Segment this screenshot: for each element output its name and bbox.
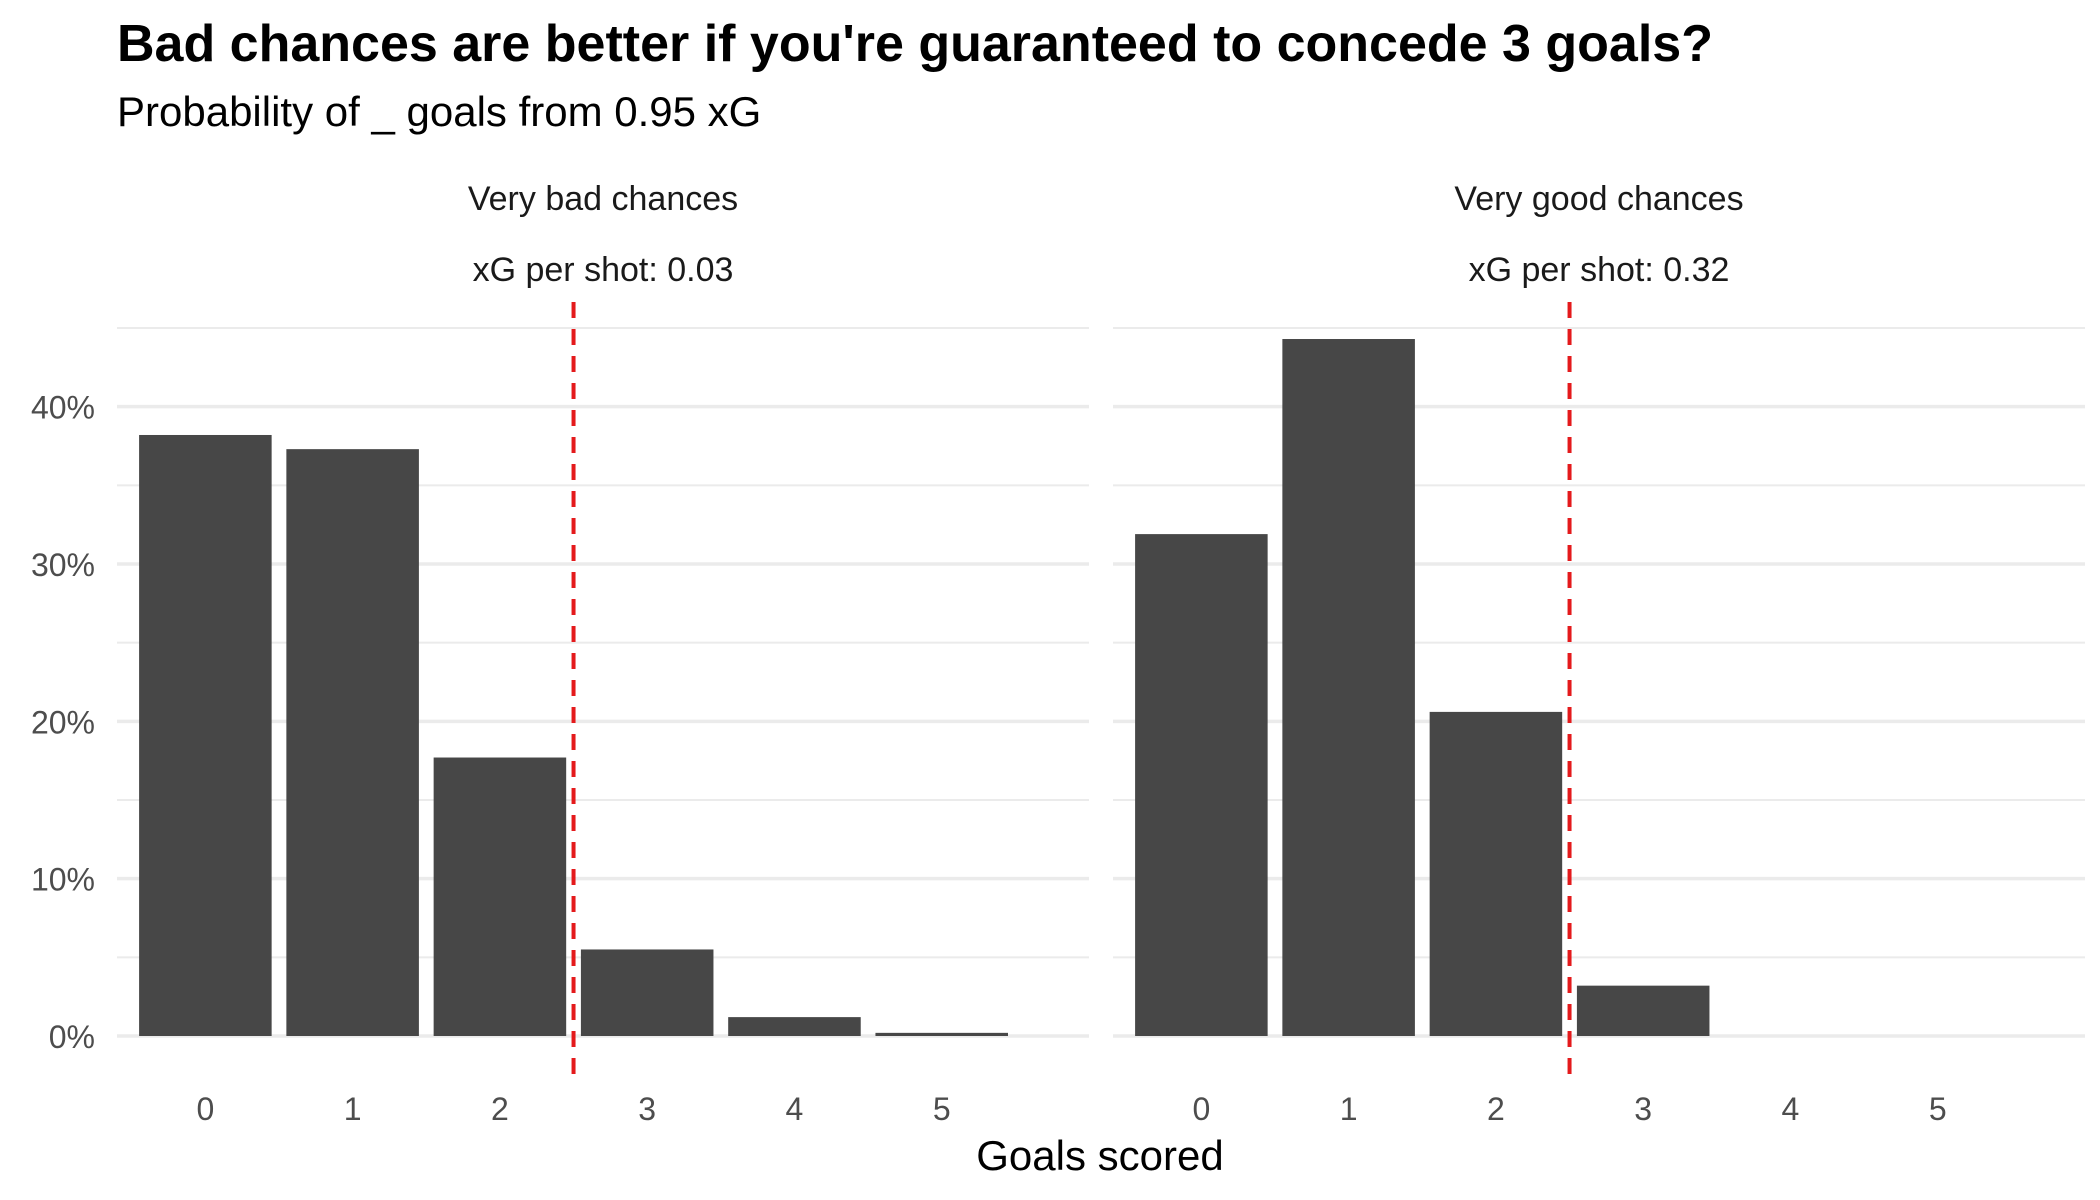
panel-strip-subtitle: xG per shot: 0.32 [1469, 251, 1730, 289]
x-tick-label: 1 [1340, 1091, 1358, 1127]
panel-strip-title: Very bad chances [468, 180, 738, 218]
y-tick-label: 0% [49, 1019, 95, 1055]
y-tick-label: 20% [31, 704, 95, 740]
x-tick-label: 1 [344, 1091, 362, 1127]
x-tick-label: 5 [1929, 1091, 1947, 1127]
x-tick-label: 3 [1634, 1091, 1652, 1127]
bar [728, 1017, 861, 1036]
bar [433, 757, 567, 1036]
x-tick-label: 4 [1782, 1091, 1800, 1127]
x-tick-label: 3 [638, 1091, 656, 1127]
bar [875, 1032, 1008, 1036]
panel-strip-title: Very good chances [1454, 180, 1743, 218]
x-tick-label: 2 [491, 1091, 509, 1127]
bar [1576, 985, 1710, 1036]
bar [1135, 534, 1268, 1036]
panel-strip-subtitle: xG per shot: 0.03 [473, 251, 734, 289]
bar [580, 949, 714, 1036]
y-tick-label: 30% [31, 547, 95, 583]
x-tick-label: 5 [933, 1091, 951, 1127]
bar [1429, 711, 1563, 1036]
y-tick-label: 40% [31, 390, 95, 426]
y-tick-label: 10% [31, 862, 95, 898]
chart-subtitle: Probability of _ goals from 0.95 xG [117, 88, 762, 135]
bar [139, 434, 272, 1036]
bar [286, 449, 419, 1036]
bar [1282, 339, 1415, 1037]
x-tick-label: 2 [1487, 1091, 1505, 1127]
chart-title: Bad chances are better if you're guarant… [117, 15, 1713, 73]
x-tick-label: 4 [786, 1091, 804, 1127]
x-tick-label: 0 [196, 1091, 214, 1127]
x-tick-label: 0 [1192, 1091, 1210, 1127]
x-axis-title: Goals scored [976, 1132, 1223, 1179]
